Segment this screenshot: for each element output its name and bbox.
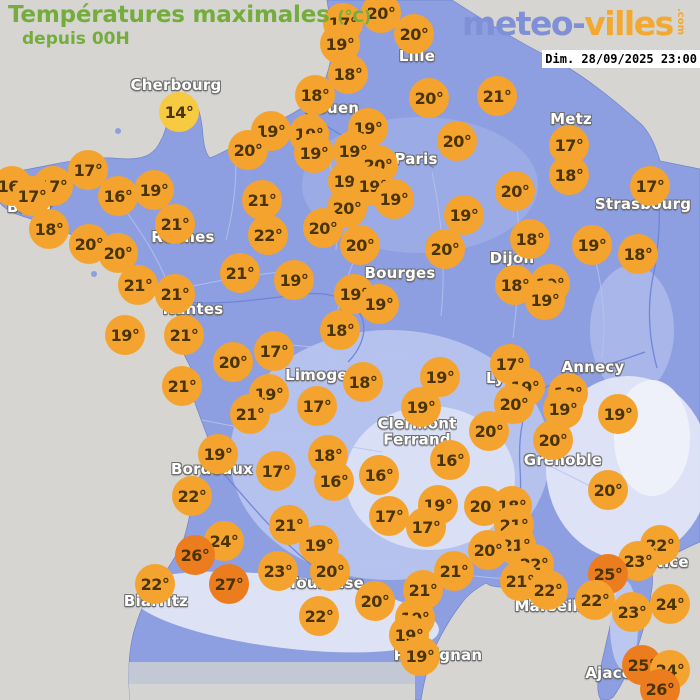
temp-badge: 27° <box>209 564 249 604</box>
city-label: Cherbourg <box>130 76 222 95</box>
temp-badge: 19° <box>400 636 440 676</box>
temp-badge: 26° <box>175 535 215 575</box>
temp-badge: 17° <box>369 496 409 536</box>
temp-badge: 18° <box>295 75 335 115</box>
temp-badge: 20° <box>425 229 465 269</box>
temp-badge: 16° <box>98 176 138 216</box>
temp-badge: 20° <box>394 14 434 54</box>
temp-badge: 16° <box>314 461 354 501</box>
temp-badge: 22° <box>528 570 568 610</box>
temp-badge: 21° <box>220 253 260 293</box>
temp-badge: 14° <box>159 92 199 132</box>
title-text: Températures maximales <box>8 2 330 28</box>
temp-badge: 21° <box>434 551 474 591</box>
temp-badge: 18° <box>495 265 535 305</box>
temp-badge: 20° <box>355 581 395 621</box>
meteo-villes-logo[interactable]: meteo-villes .com <box>462 4 686 43</box>
city-label: Metz <box>550 110 592 129</box>
temp-badge: 18° <box>328 54 368 94</box>
title-unit: (°C) <box>337 7 371 26</box>
temp-badge: 19° <box>274 260 314 300</box>
temp-badge: 20° <box>303 208 343 248</box>
temp-badge: 19° <box>294 133 334 173</box>
temp-badge: 17° <box>68 150 108 190</box>
city-label: Limoges <box>285 366 357 385</box>
temp-badge: 21° <box>155 204 195 244</box>
temp-badge: 20° <box>213 342 253 382</box>
temp-badge: 19° <box>525 280 565 320</box>
logo-suffix: .com <box>674 8 686 36</box>
temp-badge: 19° <box>401 387 441 427</box>
temp-badge: 16° <box>430 440 470 480</box>
temp-badge: 24° <box>650 584 690 624</box>
temp-badge: 20° <box>588 470 628 510</box>
temp-badge: 18° <box>618 234 658 274</box>
page-title: Températures maximales (°C) <box>8 2 371 28</box>
temp-badge: 21° <box>242 180 282 220</box>
temp-badge: 19° <box>134 170 174 210</box>
temp-badge: 23° <box>258 551 298 591</box>
temp-badge: 22° <box>172 476 212 516</box>
temp-badge: 19° <box>374 179 414 219</box>
temp-badge: 17° <box>406 507 446 547</box>
temp-badge: 20° <box>437 121 477 161</box>
temp-badge: 20° <box>409 78 449 118</box>
temp-badge: 18° <box>29 209 69 249</box>
temp-badge: 20° <box>361 0 401 33</box>
temp-badge: 18° <box>343 362 383 402</box>
temp-badge: 21° <box>162 366 202 406</box>
temp-badge: 21° <box>155 274 195 314</box>
temp-badge: 22° <box>248 215 288 255</box>
map-header: Températures maximales (°C) depuis 00H <box>8 2 371 49</box>
temp-badge: 21° <box>118 265 158 305</box>
channel-island <box>115 128 121 134</box>
temp-badge: 20° <box>340 225 380 265</box>
city-label: Annecy <box>561 358 625 377</box>
temp-badge: 22° <box>575 580 615 620</box>
temp-badge: 21° <box>230 394 270 434</box>
temp-badge: 20° <box>228 130 268 170</box>
temp-badge: 26° <box>640 669 680 700</box>
belle-ile-island <box>91 271 97 277</box>
temp-badge: 19° <box>198 434 238 474</box>
temp-badge: 22° <box>135 564 175 604</box>
temp-badge: 17° <box>254 331 294 371</box>
temp-badge: 17° <box>297 386 337 426</box>
temp-badge: 21° <box>477 76 517 116</box>
datetime-badge: Dim. 28/09/2025 23:00 <box>542 50 700 68</box>
temp-badge: 18° <box>510 219 550 259</box>
temp-badge: 18° <box>320 310 360 350</box>
logo-part-orange: villes <box>584 4 674 43</box>
temp-badge: 20° <box>533 420 573 460</box>
temp-badge: 20° <box>469 411 509 451</box>
temp-badge: 20° <box>494 384 534 424</box>
temp-badge: 20° <box>495 171 535 211</box>
temp-badge: 20° <box>468 530 508 570</box>
temp-badge: 22° <box>299 596 339 636</box>
temp-badge: 19° <box>444 195 484 235</box>
temp-badge: 20° <box>310 551 350 591</box>
page-subtitle: depuis 00H <box>22 29 130 49</box>
temp-badge: 21° <box>164 315 204 355</box>
city-label: Paris <box>394 150 438 169</box>
temp-badge: 17° <box>256 451 296 491</box>
temp-badge: 19° <box>105 315 145 355</box>
temp-badge: 16° <box>359 455 399 495</box>
temp-badge: 19° <box>598 394 638 434</box>
temp-badge: 19° <box>572 225 612 265</box>
temp-badge: 17° <box>630 166 670 206</box>
city-label: Bourges <box>364 264 436 283</box>
temp-badge: 23° <box>612 592 652 632</box>
logo-part-blue: meteo- <box>462 4 586 43</box>
temp-badge: 18° <box>549 155 589 195</box>
temp-badge: 19° <box>359 284 399 324</box>
temp-badge: 24° <box>204 521 244 561</box>
